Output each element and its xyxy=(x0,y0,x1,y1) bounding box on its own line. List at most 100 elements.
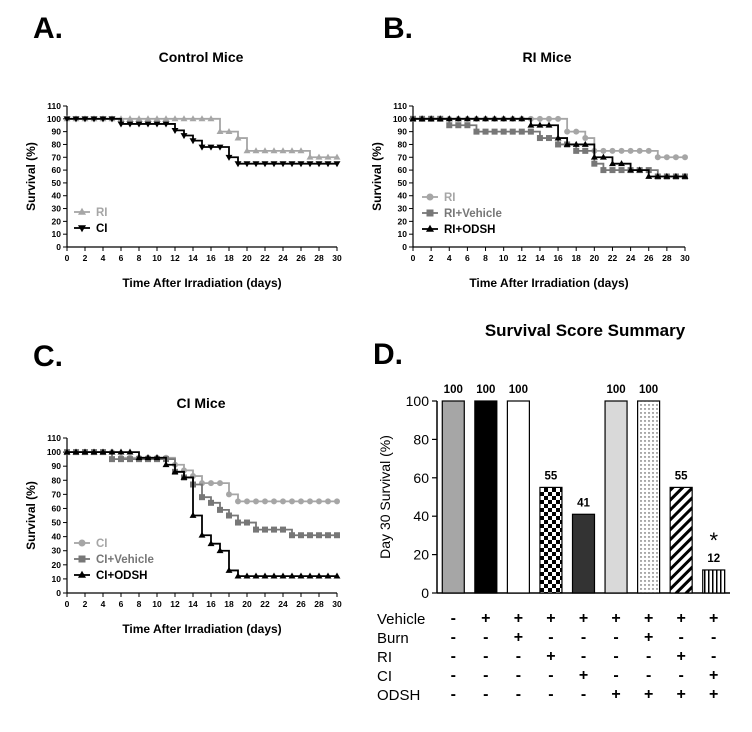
minus-mark: - xyxy=(548,686,554,703)
data-point xyxy=(582,135,589,142)
plus-mark: + xyxy=(578,667,589,684)
data-point xyxy=(226,512,232,519)
data-point xyxy=(81,116,89,123)
data-point xyxy=(279,572,287,579)
x-tick-label: 18 xyxy=(571,253,581,263)
legend-label: RI+ODSH xyxy=(444,224,495,236)
x-tick-label: 20 xyxy=(242,253,252,263)
x-axis-label: Time After Irradiation (days) xyxy=(469,276,628,290)
y-tick-label: 100 xyxy=(47,114,61,124)
minus-mark: - xyxy=(483,648,489,665)
x-tick-label: 20 xyxy=(242,599,252,609)
data-point xyxy=(144,121,152,128)
y-tick-label: 70 xyxy=(398,152,408,162)
data-point xyxy=(654,154,661,161)
x-tick-label: 8 xyxy=(483,253,488,263)
y-tick-label: 50 xyxy=(52,178,62,188)
data-point xyxy=(72,116,80,123)
treatment-row-label: Burn xyxy=(377,630,409,647)
data-point xyxy=(252,161,260,168)
y-tick-label: 70 xyxy=(52,152,62,162)
data-point xyxy=(235,519,241,526)
panel-letter-a: A. xyxy=(33,12,63,45)
y-tick-label: 100 xyxy=(393,114,407,124)
bar-value-label: 55 xyxy=(545,470,558,482)
x-tick-label: 0 xyxy=(411,253,416,263)
data-point xyxy=(599,153,607,160)
data-point xyxy=(325,532,331,539)
y-tick-label: 40 xyxy=(52,532,62,542)
data-point xyxy=(307,532,313,539)
x-tick-label: 30 xyxy=(680,253,690,263)
plus-mark: + xyxy=(676,648,686,665)
minus-mark: - xyxy=(450,629,456,646)
plus-mark: + xyxy=(643,629,654,646)
data-point xyxy=(582,147,589,154)
x-tick-label: 18 xyxy=(224,253,234,263)
x-tick-label: 22 xyxy=(608,253,618,263)
data-point xyxy=(672,172,680,179)
plus-mark: + xyxy=(546,610,556,627)
data-point xyxy=(90,116,98,123)
chart-title: CI Mice xyxy=(176,395,225,411)
x-tick-label: 16 xyxy=(206,253,216,263)
data-point xyxy=(464,122,471,129)
minus-mark: - xyxy=(613,648,619,665)
x-tick-label: 10 xyxy=(152,253,162,263)
bar-value-label: 12 xyxy=(707,553,720,565)
data-point xyxy=(518,115,526,122)
x-tick-label: 20 xyxy=(590,253,600,263)
data-point xyxy=(135,115,143,122)
chart-title: Survival Score Summary xyxy=(485,321,686,340)
data-point xyxy=(279,147,287,154)
data-point xyxy=(72,448,80,455)
x-tick-label: 4 xyxy=(101,253,106,263)
data-point xyxy=(636,147,643,154)
data-point xyxy=(609,167,616,174)
data-point xyxy=(144,454,152,461)
minus-mark: - xyxy=(645,667,652,684)
legend-label: RI xyxy=(96,207,108,219)
legend-marker xyxy=(426,193,434,201)
x-tick-label: 14 xyxy=(188,599,198,609)
data-point xyxy=(418,115,426,122)
data-point xyxy=(280,498,286,505)
data-point xyxy=(270,161,278,168)
x-tick-label: 24 xyxy=(626,253,636,263)
data-point xyxy=(564,128,571,135)
data-point xyxy=(253,498,259,505)
data-point xyxy=(682,154,688,161)
data-point xyxy=(153,454,161,461)
minus-mark: - xyxy=(548,629,554,646)
y-tick-label: 70 xyxy=(52,489,62,499)
data-point xyxy=(500,128,507,135)
significance-marker: * xyxy=(709,528,718,553)
y-tick-label: 100 xyxy=(406,393,430,409)
data-point xyxy=(315,161,323,168)
plus-mark: + xyxy=(709,686,719,703)
y-tick-label: 20 xyxy=(52,216,62,226)
y-tick-label: 30 xyxy=(52,546,62,556)
data-point xyxy=(216,547,224,554)
bar xyxy=(669,486,693,594)
y-tick-label: 20 xyxy=(413,547,429,563)
x-tick-label: 0 xyxy=(65,253,70,263)
data-point xyxy=(126,448,134,455)
data-point xyxy=(325,498,331,505)
x-tick-label: 2 xyxy=(83,253,88,263)
plus-mark: + xyxy=(578,610,589,627)
data-point xyxy=(207,115,215,122)
y-tick-label: 20 xyxy=(398,216,408,226)
data-point xyxy=(297,147,305,154)
data-point xyxy=(681,172,689,179)
bar-value-label: 41 xyxy=(577,497,590,509)
data-point xyxy=(262,526,268,533)
x-tick-label: 2 xyxy=(429,253,434,263)
chart-title: Control Mice xyxy=(159,49,244,65)
plus-mark: + xyxy=(546,648,556,665)
x-tick-label: 22 xyxy=(260,253,270,263)
data-point xyxy=(117,448,125,455)
data-point xyxy=(627,166,635,173)
data-point xyxy=(279,161,287,168)
